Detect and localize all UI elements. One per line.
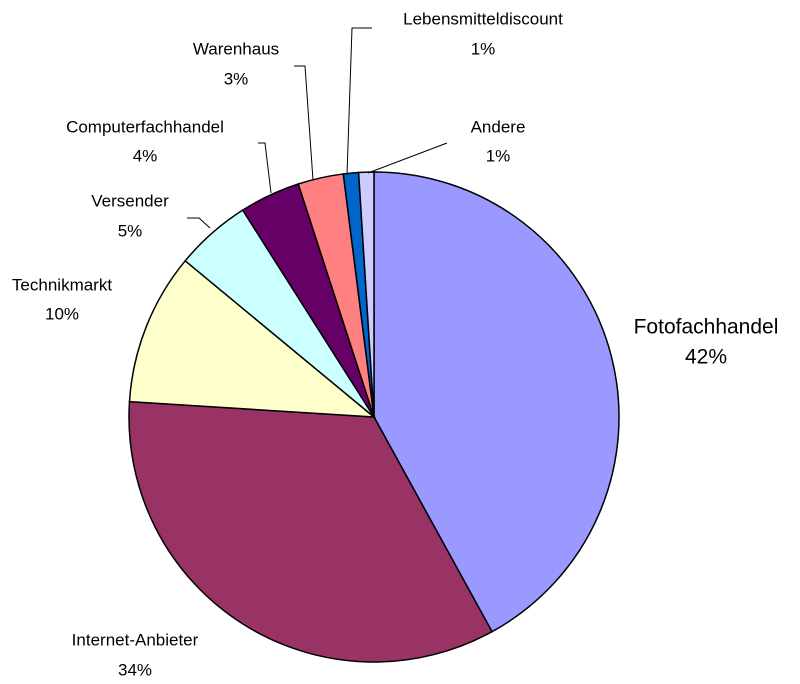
slice-label: Andere (471, 117, 526, 136)
slice-label: Lebensmitteldiscount (403, 9, 563, 28)
slice-value-label: 4% (133, 146, 158, 165)
slice-label: Fotofachhandel (634, 316, 779, 339)
slice-value-label: 34% (118, 660, 152, 679)
leader-line (367, 142, 448, 174)
slice-label: Internet-Anbieter (72, 630, 199, 649)
pie-slice (357, 171, 375, 418)
slice-value-label: 10% (45, 304, 79, 323)
slice-label: Computerfachhandel (66, 117, 224, 136)
slice-value-label: 1% (471, 39, 496, 58)
pie-slice (128, 259, 377, 418)
slice-label: Versender (91, 191, 169, 210)
slice-label: Technikmarkt (12, 275, 112, 294)
slice-value-label: 1% (486, 146, 511, 165)
slice-value-label: 3% (224, 69, 249, 88)
leader-line (258, 142, 272, 194)
leader-line (346, 27, 372, 176)
leader-line (294, 65, 314, 181)
pie-slice (128, 400, 494, 663)
pie-slice (373, 171, 620, 633)
slice-value-label: 42% (685, 346, 727, 369)
leader-line (187, 217, 211, 229)
slice-label: Warenhaus (193, 39, 279, 58)
slice-value-label: 5% (118, 221, 143, 240)
